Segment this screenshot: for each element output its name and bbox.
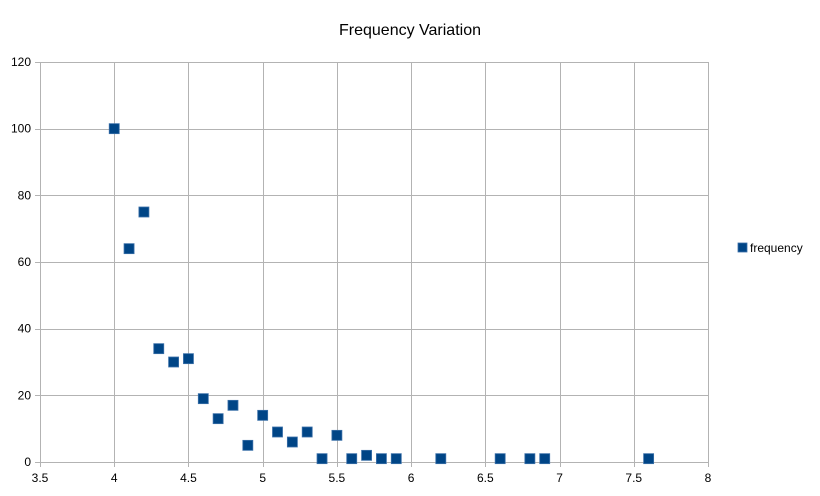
y-tick-label: 100 xyxy=(11,122,31,136)
data-point-frequency xyxy=(361,449,372,461)
data-point-frequency xyxy=(301,426,313,438)
legend: frequency xyxy=(737,241,803,255)
chart-title: Frequency Variation xyxy=(339,22,481,39)
legend-label-frequency: frequency xyxy=(750,241,803,255)
data-point-frequency xyxy=(494,453,506,465)
data-point-frequency xyxy=(435,453,447,465)
y-tick-label: 0 xyxy=(24,455,31,469)
data-point-frequency xyxy=(539,453,551,465)
data-point-frequency xyxy=(123,243,135,255)
data-point-frequency xyxy=(331,429,343,441)
legend-marker-frequency xyxy=(737,242,748,253)
x-tick-label: 7.5 xyxy=(625,471,642,485)
data-point-frequency xyxy=(153,343,165,355)
data-points xyxy=(108,123,655,465)
data-point-frequency xyxy=(346,453,358,465)
y-tick-label: 20 xyxy=(18,388,32,402)
data-point-frequency xyxy=(316,453,328,465)
gridlines xyxy=(35,62,709,467)
data-point-frequency xyxy=(227,399,239,411)
y-tick-label: 120 xyxy=(11,55,31,69)
data-point-frequency xyxy=(286,436,298,448)
x-tick-label: 5.5 xyxy=(329,471,346,485)
y-tick-label: 60 xyxy=(18,255,32,269)
data-point-frequency xyxy=(272,426,283,438)
x-tick-label: 8 xyxy=(705,471,712,485)
x-tick-label: 6.5 xyxy=(477,471,494,485)
data-point-frequency xyxy=(183,353,194,365)
data-point-frequency xyxy=(212,413,224,425)
x-tick-label: 6 xyxy=(408,471,415,485)
data-point-frequency xyxy=(524,453,536,465)
data-point-frequency xyxy=(242,439,254,451)
data-point-frequency xyxy=(168,356,180,368)
x-tick-label: 7 xyxy=(556,471,563,485)
data-point-frequency xyxy=(197,393,209,405)
data-point-frequency xyxy=(390,453,402,465)
data-point-frequency xyxy=(138,206,150,218)
data-point-frequency xyxy=(257,409,269,421)
data-point-frequency xyxy=(108,123,120,135)
y-tick-label: 40 xyxy=(18,322,32,336)
x-tick-label: 4 xyxy=(111,471,118,485)
data-point-frequency xyxy=(643,453,655,465)
x-tick-label: 5 xyxy=(259,471,266,485)
data-point-frequency xyxy=(376,453,387,465)
x-tick-label: 4.5 xyxy=(180,471,197,485)
y-tick-label: 80 xyxy=(18,188,32,202)
x-tick-label: 3.5 xyxy=(32,471,49,485)
